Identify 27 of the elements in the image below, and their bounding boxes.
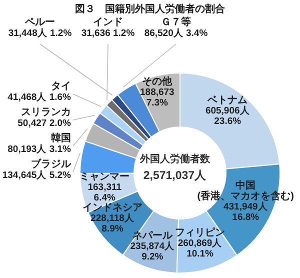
slice-label: ミャンマー — [80, 171, 130, 182]
data-label: 41,468人 1.6% — [8, 91, 72, 103]
data-label: 431,949人 16.8% — [223, 200, 269, 222]
slice-label: 韓国 — [51, 132, 71, 144]
slice-label: インド — [93, 17, 123, 28]
data-label: 80,193人 3.1% — [8, 143, 72, 155]
data-label: 188,673 7.3% — [140, 86, 174, 108]
data-label: 134,645人 5.2% — [2, 169, 72, 181]
text: 外国人労働者数 — [139, 153, 211, 165]
slice-label: タイ — [51, 81, 71, 92]
data-label: 31,636 1.2% — [81, 28, 136, 39]
data-label: 31,448人 1.2% — [8, 27, 72, 39]
slice-label: フィリピン — [175, 226, 226, 238]
text: 2,571,037人 — [143, 169, 208, 182]
slice-label: ブラジル — [31, 158, 72, 170]
slice-label: ベトナム — [206, 94, 248, 106]
data-label: 605,906人 23.6% — [205, 104, 251, 126]
data-label: 86,520人 3.4% — [144, 27, 208, 39]
chart-title: 図３ 国籍別外国人労働者の割合 — [74, 2, 226, 16]
slice-label: スリランカ — [21, 107, 71, 118]
data-label: 50,427 2.0% — [18, 118, 72, 129]
slice-label: その他 — [142, 75, 174, 88]
slice-label: ペルー — [24, 17, 55, 28]
data-label: 260,869人 10.1% — [178, 236, 224, 259]
data-label: 163,311 6.4% — [88, 181, 122, 203]
slice-label: Ｇ７等 — [161, 16, 191, 28]
data-label: 235,874人 9.2% — [130, 240, 176, 262]
